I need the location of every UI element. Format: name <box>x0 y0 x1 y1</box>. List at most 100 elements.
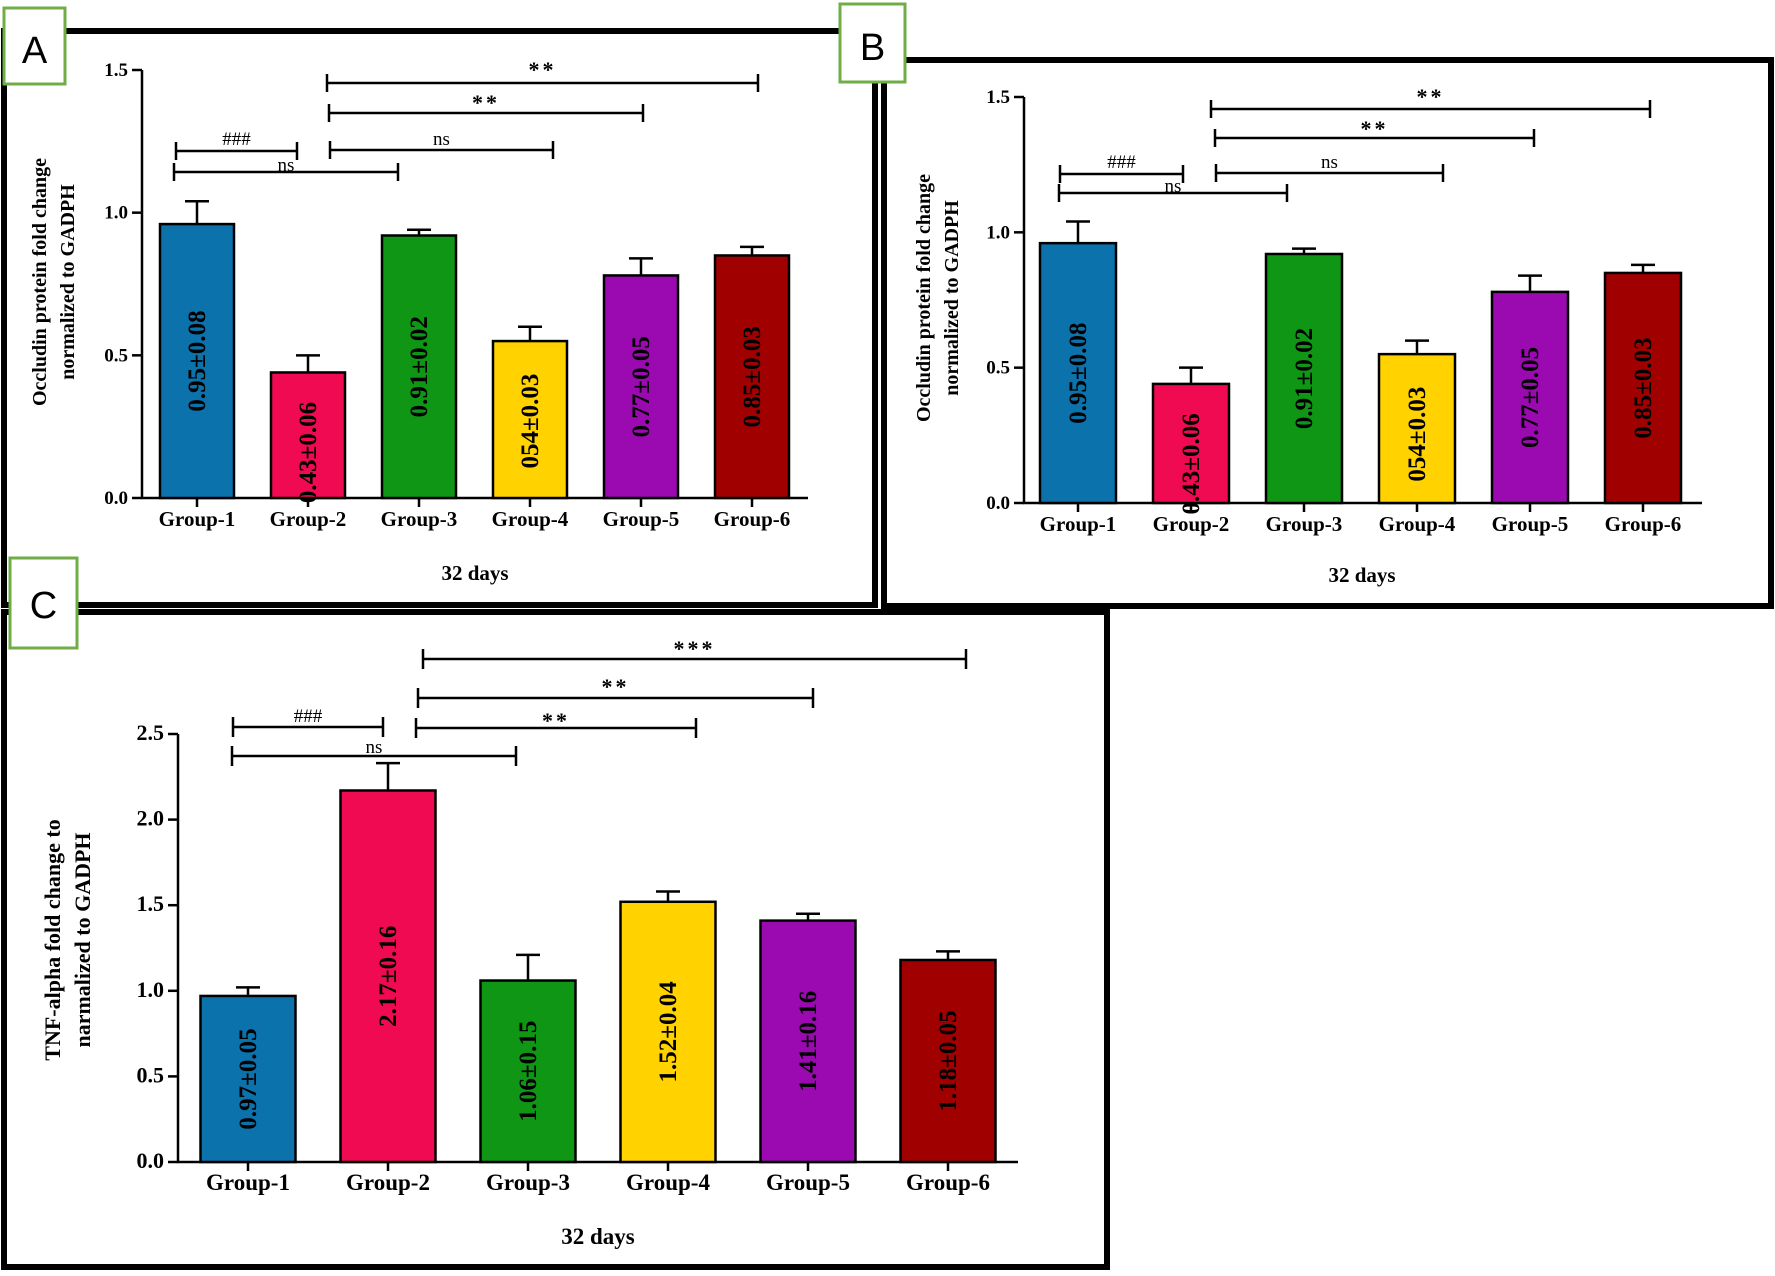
chart-c-y-tick-label: 2.0 <box>137 806 165 831</box>
chart-a-y-tick-label: 0.5 <box>104 345 128 366</box>
chart-b-y-axis-title-line1: Occludin protein fold change <box>913 174 935 422</box>
chart-b-category-label: Group-6 <box>1605 512 1682 536</box>
panel-tag-a-label: A <box>22 30 48 72</box>
chart-c-y-axis-title-line2: narmalized to GADPH <box>70 832 95 1047</box>
chart-c-y-tick-label: 1.5 <box>137 891 165 916</box>
chart-c-sig-label: ** <box>602 674 630 699</box>
chart-a-sig-label: ** <box>529 57 557 82</box>
chart-c-y-tick-label: 0.5 <box>137 1062 165 1087</box>
chart-c-y-tick-label: 1.0 <box>137 977 165 1002</box>
chart-b-sig-label: ### <box>1107 152 1136 173</box>
chart-c-y-tick-label: 0.0 <box>137 1148 165 1173</box>
chart-c-value-label: 1.41±0.16 <box>795 991 822 1092</box>
chart-a-y-axis-title-line2: normalized to GADPH <box>57 184 79 380</box>
panel-b-frame <box>881 57 1774 609</box>
chart-b: 0.00.51.01.50.95±0.08Group-10.43±0.06Gro… <box>913 84 1702 587</box>
panel-tag-b-label: B <box>860 27 885 69</box>
chart-b-value-label: 0.77±0.05 <box>1517 347 1544 448</box>
chart-a-bar <box>158 222 236 500</box>
chart-c-sig-label: *** <box>674 636 716 661</box>
chart-b-category-label: Group-4 <box>1379 512 1456 536</box>
chart-a-bar <box>713 254 791 500</box>
panel-tag-a: A <box>2 6 67 86</box>
chart-a-sig-label: ### <box>222 129 251 150</box>
chart-a-value-label: 0.91±0.02 <box>406 316 433 417</box>
chart-b-y-tick-label: 1.0 <box>986 222 1010 243</box>
chart-b-value-label: 054±0.03 <box>1404 387 1431 482</box>
panel-tag-a-box <box>2 6 67 86</box>
chart-b-bar <box>1151 382 1231 505</box>
chart-c-value-label: 1.18±0.05 <box>935 1010 962 1111</box>
chart-b-category-label: Group-2 <box>1153 512 1230 536</box>
chart-c-x-axis-title: 32 days <box>561 1224 635 1249</box>
chart-b-bar <box>1264 252 1344 505</box>
panel-tag-b: B <box>838 2 907 84</box>
chart-a-category-label: Group-4 <box>492 507 569 531</box>
chart-b-sig-label: ns <box>1321 152 1338 173</box>
chart-b-x-axis-title: 32 days <box>1328 563 1395 587</box>
chart-a-bar <box>269 371 347 500</box>
chart-c-bar <box>199 994 297 1164</box>
chart-a-value-label: 0.95±0.08 <box>184 310 211 411</box>
chart-c-value-label: 1.06±0.15 <box>515 1021 542 1122</box>
chart-c-bar <box>479 979 577 1164</box>
chart-b-category-label: Group-5 <box>1492 512 1569 536</box>
panel-c-frame <box>1 609 1110 1270</box>
chart-c-bar <box>339 789 437 1164</box>
chart-b-y-axis-title-line2: normalized to GADPH <box>941 200 963 396</box>
chart-a-sig-label: ** <box>472 90 500 115</box>
chart-a-value-label: 054±0.03 <box>517 374 544 469</box>
chart-c: 0.0 0.5 1.0 1.5 2.0 2.5 0.97±0.05 Group-1 2.17±0… <box>40 636 1018 1249</box>
chart-c-category-label: Group-6 <box>906 1170 990 1195</box>
chart-b-sig-label: ** <box>1361 116 1389 141</box>
chart-c-sig-label: ### <box>294 706 323 727</box>
chart-a-category-label: Group-2 <box>270 507 347 531</box>
chart-b-category-label: Group-1 <box>1040 512 1117 536</box>
chart-a-y-tick-label: 0.0 <box>104 488 128 509</box>
chart-b-category-label: Group-3 <box>1266 512 1343 536</box>
chart-c-sig-label: ** <box>542 708 570 733</box>
chart-a-category-label: Group-1 <box>159 507 236 531</box>
panel-tag-c: C <box>8 556 79 650</box>
chart-b-y-tick-label: 0.5 <box>986 358 1010 379</box>
chart-c-value-label: 1.52±0.04 <box>655 981 682 1083</box>
chart-c-y-tick-label: 2.5 <box>137 720 165 745</box>
chart-b-bar <box>1038 241 1118 505</box>
panel-tag-c-box <box>8 556 79 650</box>
chart-a-bar <box>491 339 569 500</box>
chart-c-category-label: Group-3 <box>486 1170 570 1195</box>
chart-b-value-label: 0.43±0.06 <box>1178 413 1205 514</box>
chart-c-value-label: 0.97±0.05 <box>235 1028 262 1129</box>
chart-b-bar <box>1490 290 1570 505</box>
chart-a-category-label: Group-5 <box>603 507 680 531</box>
chart-b-sig-label: ns <box>1165 176 1182 197</box>
chart-a-y-tick-label: 1.5 <box>104 60 128 81</box>
chart-a-category-label: Group-3 <box>381 507 458 531</box>
chart-c-bar <box>899 958 997 1164</box>
chart-b-value-label: 0.95±0.08 <box>1065 322 1092 423</box>
chart-a-bar <box>380 234 458 500</box>
chart-a-value-label: 0.43±0.06 <box>295 402 322 503</box>
chart-c-category-label: Group-4 <box>626 1170 710 1195</box>
chart-a-x-axis-title: 32 days <box>441 561 508 585</box>
chart-b-bar <box>1603 271 1683 505</box>
chart-c-sig-label: ns <box>366 737 383 758</box>
chart-a-y-tick-label: 1.0 <box>104 203 128 224</box>
panel-a-frame <box>1 28 878 608</box>
chart-a-bar <box>602 274 680 500</box>
chart-c-bar <box>619 900 717 1164</box>
chart-b-y-tick-label: 1.5 <box>986 87 1010 108</box>
chart-c-category-label: Group-2 <box>346 1170 430 1195</box>
chart-b-sig-label: ** <box>1417 84 1445 109</box>
chart-c-category-label: Group-5 <box>766 1170 850 1195</box>
chart-c-y-axis-title-line1: TNF-alpha fold change to <box>40 819 65 1060</box>
chart-b-y-tick-label: 0.0 <box>986 493 1010 514</box>
chart-a-category-label: Group-6 <box>714 507 791 531</box>
chart-a-value-label: 0.77±0.05 <box>628 336 655 437</box>
chart-a-value-label: 0.85±0.03 <box>739 326 766 427</box>
chart-b-value-label: 0.85±0.03 <box>1630 337 1657 438</box>
chart-a-y-axis-title-line1: Occludin protein fold change <box>29 158 51 406</box>
chart-c-category-label: Group-1 <box>206 1170 290 1195</box>
chart-a-sig-label: ns <box>433 129 450 150</box>
